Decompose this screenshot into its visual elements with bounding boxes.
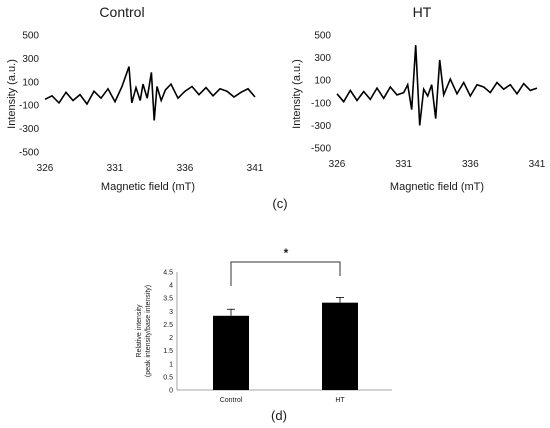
- y-tick-label: -300: [19, 124, 39, 135]
- significance-bracket: [230, 261, 341, 286]
- y-tick-label: 300: [22, 54, 39, 65]
- y-tick-label: 3: [169, 309, 173, 316]
- y-tick-label: 0: [169, 388, 173, 395]
- x-tick-label: 331: [395, 159, 412, 170]
- x-tick-label: 341: [247, 163, 264, 174]
- x-tick-label: 336: [462, 159, 479, 170]
- category-label: HT: [335, 397, 345, 404]
- ht-spectrum-chart: HT 500 300 100 -100 -300 -500 326 331 336 341 In…: [291, 4, 546, 193]
- y-tick-label: -100: [19, 101, 39, 112]
- y-tick-label: -500: [19, 148, 39, 159]
- y-axis-label: Intensity (a.u.): [291, 59, 303, 129]
- y-tick-label: 100: [22, 77, 39, 88]
- y-tick-label: 300: [314, 53, 331, 64]
- x-axis-label: Magnetic field (mT): [390, 181, 484, 193]
- category-label: Control: [220, 397, 243, 404]
- y-tick-label: 100: [314, 76, 331, 87]
- y-axis-label: Intensity (a.u.): [6, 59, 18, 129]
- y-tick-label: 500: [22, 31, 39, 42]
- series-line: [44, 66, 256, 121]
- x-tick-label: 326: [329, 159, 346, 170]
- y-tick-label: 2: [169, 335, 173, 342]
- y-tick-label: 0.5: [163, 374, 173, 381]
- y-axis-label-line1: Relative intensity: [136, 304, 143, 357]
- y-axis-label-line2: (peak intensity/base intensity): [145, 285, 152, 377]
- significance-marker: *: [284, 246, 289, 260]
- bar-ht: [322, 302, 358, 390]
- y-tick-label: 2.5: [163, 322, 173, 329]
- y-tick-label: 1.5: [163, 348, 173, 355]
- relative-intensity-bar-chart: 0 0.5 1 1.5 2 2.5 3 3.5 4 4.5 Control HT Relative …: [136, 246, 392, 404]
- panel-label-c: (c): [272, 196, 287, 211]
- x-tick-label: 331: [107, 163, 124, 174]
- y-tick-label: 4: [169, 283, 173, 290]
- y-tick-label: 500: [314, 31, 331, 42]
- y-tick-label: 1: [169, 361, 173, 368]
- x-tick-label: 326: [37, 163, 54, 174]
- x-tick-label: 336: [177, 163, 194, 174]
- y-tick-label: 4.5: [163, 270, 173, 277]
- y-tick-label: -300: [311, 121, 331, 132]
- series-line: [336, 45, 538, 126]
- chart-title: Control: [99, 4, 144, 20]
- panel-label-d: (d): [271, 408, 287, 423]
- control-spectrum-chart: Control 500 300 100 -100 -300 -500 326 331 336 3…: [6, 4, 264, 193]
- y-tick-label: -100: [311, 98, 331, 109]
- x-tick-label: 341: [529, 159, 546, 170]
- x-axis-label: Magnetic field (mT): [101, 181, 195, 193]
- chart-title: HT: [413, 4, 432, 20]
- bar-control: [213, 315, 249, 390]
- y-tick-label: -500: [311, 144, 331, 155]
- y-tick-label: 3.5: [163, 296, 173, 303]
